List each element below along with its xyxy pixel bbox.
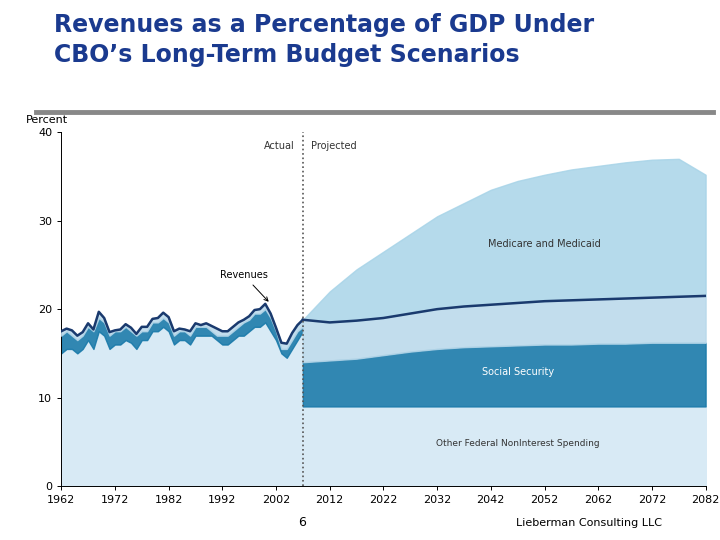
Text: Social Security: Social Security [482, 367, 554, 377]
Text: 6: 6 [299, 516, 306, 530]
Text: Other Federal NonInterest Spending: Other Federal NonInterest Spending [436, 439, 600, 448]
Text: Percent: Percent [26, 115, 68, 125]
Text: Medicare and Medicaid: Medicare and Medicaid [488, 239, 601, 249]
Text: Lieberman Consulting LLC: Lieberman Consulting LLC [516, 518, 662, 529]
Text: Revenues as a Percentage of GDP Under
CBO’s Long-Term Budget Scenarios: Revenues as a Percentage of GDP Under CB… [54, 13, 594, 66]
Text: Actual: Actual [264, 140, 294, 151]
Text: Revenues: Revenues [220, 270, 268, 301]
Text: Projected: Projected [311, 140, 356, 151]
